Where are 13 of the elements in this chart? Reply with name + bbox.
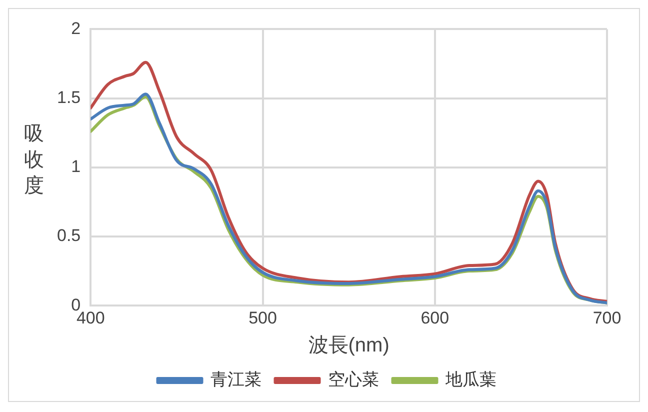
- legend-label: 地瓜葉: [444, 370, 496, 390]
- y-axis-title: 吸收度: [23, 122, 45, 199]
- x-tick-label: 700: [592, 308, 622, 328]
- y-tick-label: 1.5: [56, 88, 81, 107]
- y-tick-label: 0: [71, 295, 81, 314]
- y-tick-label: 1: [71, 157, 81, 176]
- x-axis-title: 波長(nm): [308, 334, 390, 357]
- x-tick-label: 500: [248, 308, 277, 328]
- legend-label: 青江菜: [210, 370, 262, 390]
- y-tick-label: 2: [71, 18, 81, 38]
- legend-label: 空心菜: [328, 370, 379, 390]
- x-tick-label: 600: [420, 308, 450, 328]
- y-tick-label: 0.5: [56, 226, 81, 246]
